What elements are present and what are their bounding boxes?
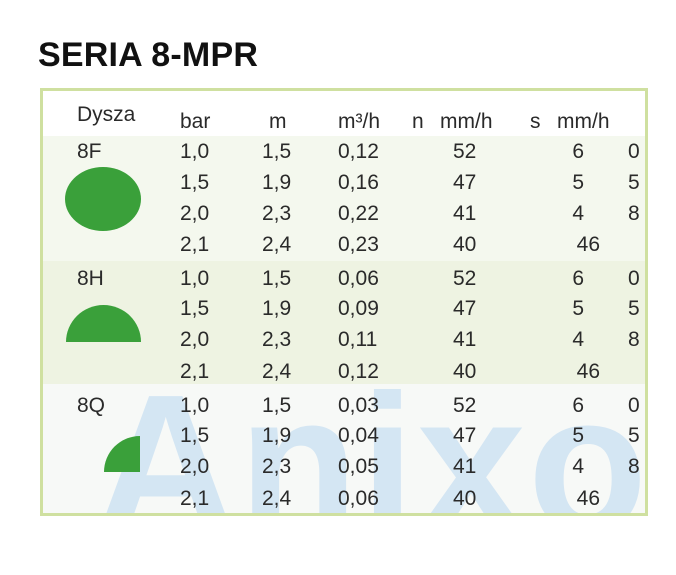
cell-m: 1,5 bbox=[262, 140, 292, 163]
cell-m: 2,4 bbox=[262, 233, 292, 256]
cell-m: 2,3 bbox=[262, 455, 292, 478]
cell-bar: 1,5 bbox=[180, 297, 210, 320]
cell-s: 46 bbox=[576, 487, 600, 510]
cell-flow: 0,03 bbox=[338, 394, 379, 417]
group-band-8q bbox=[43, 384, 645, 513]
header-m: m bbox=[269, 110, 287, 133]
header-bar: bar bbox=[180, 110, 211, 133]
nozzle-label-8f: 8F bbox=[77, 140, 102, 163]
page-title: SERIA 8-MPR bbox=[38, 36, 259, 74]
cell-s: 5 bbox=[572, 297, 584, 320]
cell-last: 5 bbox=[628, 171, 640, 194]
cell-s: 5 bbox=[572, 424, 584, 447]
cell-n: 52 bbox=[453, 140, 477, 163]
cell-n: 47 bbox=[453, 297, 477, 320]
cell-m: 1,9 bbox=[262, 424, 292, 447]
cell-flow: 0,22 bbox=[338, 202, 379, 225]
cell-bar: 1,0 bbox=[180, 140, 210, 163]
group-band-8h bbox=[43, 261, 645, 384]
cell-flow: 0,06 bbox=[338, 487, 379, 510]
cell-flow: 0,16 bbox=[338, 171, 379, 194]
cell-n: 40 bbox=[453, 487, 477, 510]
full-circle-icon bbox=[65, 167, 141, 231]
header-nozzle: Dysza bbox=[77, 103, 136, 126]
header-rate-s: mm/h bbox=[557, 110, 610, 133]
header-rate-n: mm/h bbox=[440, 110, 493, 133]
header-s: s bbox=[530, 110, 541, 133]
cell-flow: 0,06 bbox=[338, 267, 379, 290]
cell-n: 52 bbox=[453, 267, 477, 290]
cell-flow: 0,04 bbox=[338, 424, 379, 447]
cell-n: 47 bbox=[453, 424, 477, 447]
cell-bar: 1,5 bbox=[180, 424, 210, 447]
cell-m: 2,3 bbox=[262, 202, 292, 225]
cell-last: 0 bbox=[628, 267, 640, 290]
cell-s: 5 bbox=[572, 171, 584, 194]
cell-n: 47 bbox=[453, 171, 477, 194]
cell-n: 40 bbox=[453, 360, 477, 383]
cell-last: 0 bbox=[628, 394, 640, 417]
cell-last: 8 bbox=[628, 455, 640, 478]
cell-bar: 1,0 bbox=[180, 394, 210, 417]
cell-bar: 2,0 bbox=[180, 455, 210, 478]
cell-n: 40 bbox=[453, 233, 477, 256]
nozzle-label-8q: 8Q bbox=[77, 394, 106, 417]
cell-n: 41 bbox=[453, 202, 477, 225]
cell-bar: 1,5 bbox=[180, 171, 210, 194]
cell-flow: 0,09 bbox=[338, 297, 379, 320]
cell-bar: 2,1 bbox=[180, 487, 210, 510]
cell-s: 4 bbox=[572, 328, 584, 351]
cell-s: 6 bbox=[572, 267, 584, 290]
cell-flow: 0,12 bbox=[338, 360, 379, 383]
cell-s: 4 bbox=[572, 455, 584, 478]
cell-flow: 0,11 bbox=[338, 328, 378, 351]
cell-s: 6 bbox=[572, 394, 584, 417]
cell-bar: 1,0 bbox=[180, 267, 210, 290]
group-band-8f bbox=[43, 136, 645, 261]
nozzle-label-8h: 8H bbox=[77, 267, 104, 290]
cell-last: 8 bbox=[628, 202, 640, 225]
cell-flow: 0,23 bbox=[338, 233, 379, 256]
cell-m: 1,9 bbox=[262, 297, 292, 320]
cell-flow: 0,12 bbox=[338, 140, 379, 163]
cell-m: 1,9 bbox=[262, 171, 292, 194]
cell-last: 5 bbox=[628, 424, 640, 447]
cell-m: 2,4 bbox=[262, 487, 292, 510]
cell-last: 8 bbox=[628, 328, 640, 351]
header-flow: m³/h bbox=[338, 110, 380, 133]
cell-bar: 2,1 bbox=[180, 233, 210, 256]
cell-flow: 0,05 bbox=[338, 455, 379, 478]
cell-m: 1,5 bbox=[262, 394, 292, 417]
cell-s: 46 bbox=[576, 360, 600, 383]
cell-last: 0 bbox=[628, 140, 640, 163]
cell-n: 52 bbox=[453, 394, 477, 417]
cell-n: 41 bbox=[453, 455, 477, 478]
cell-s: 46 bbox=[576, 233, 600, 256]
cell-m: 1,5 bbox=[262, 267, 292, 290]
cell-n: 41 bbox=[453, 328, 477, 351]
cell-m: 2,3 bbox=[262, 328, 292, 351]
cell-bar: 2,0 bbox=[180, 328, 210, 351]
cell-s: 4 bbox=[572, 202, 584, 225]
cell-bar: 2,0 bbox=[180, 202, 210, 225]
header-n: n bbox=[412, 110, 424, 133]
cell-m: 2,4 bbox=[262, 360, 292, 383]
cell-s: 6 bbox=[572, 140, 584, 163]
cell-last: 5 bbox=[628, 297, 640, 320]
cell-bar: 2,1 bbox=[180, 360, 210, 383]
